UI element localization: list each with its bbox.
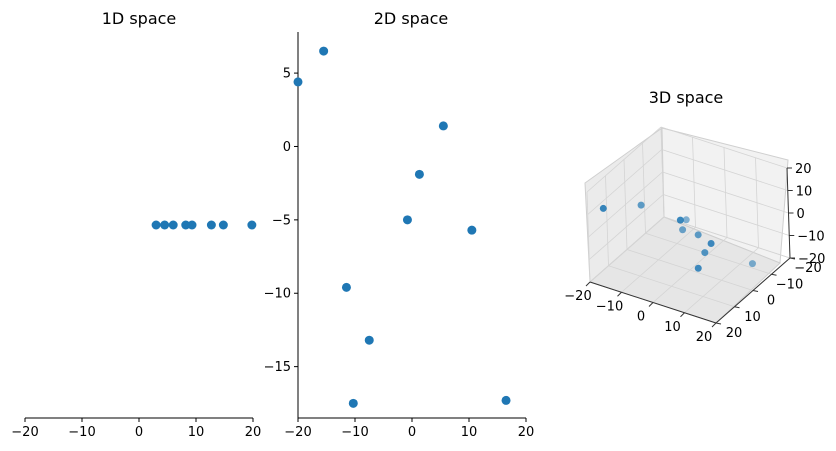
chart-3d-y-tick-mark — [771, 273, 777, 276]
chart-2d-points — [293, 46, 511, 408]
chart-3d-gridline — [586, 191, 591, 283]
chart-2d-x-tick-label: 0 — [408, 425, 416, 440]
chart-3d-y-tick-label: 20 — [726, 326, 743, 341]
chart-3d-y-tick-mark — [715, 322, 722, 325]
chart-3d-points — [599, 201, 756, 272]
chart-3d-gridline — [755, 157, 759, 248]
chart-2d-y-ticks: 5 0 −5 −10 −15 — [264, 67, 298, 375]
chart-2d-y-tick-label: −5 — [272, 213, 291, 228]
chart-2d-y-tick-label: 5 — [283, 67, 291, 82]
chart-2d-point — [319, 46, 329, 56]
chart-3d-x-tick-mark — [711, 322, 717, 328]
chart-1d-x-tick-label: 10 — [188, 425, 205, 440]
chart-3d-x-tick-mark — [585, 281, 591, 287]
chart-2d-x-tick-label: 20 — [518, 425, 535, 440]
chart-3d-y-tick-label: 10 — [744, 310, 761, 325]
chart-2d-y-tick-label: 0 — [283, 140, 291, 155]
chart-3d-x-tick-mark — [648, 302, 654, 307]
chart-2d-point — [467, 225, 477, 235]
chart-2d-x-tick-label: 10 — [461, 425, 478, 440]
chart-2d-x-tick-label: −20 — [284, 425, 311, 440]
chart-1d-point — [187, 220, 197, 230]
chart-3d-x-tick-mark — [680, 312, 685, 318]
chart-3d: 3D space −20−1001020−20−1001020−20−10010… — [564, 88, 825, 345]
chart-2d: 2D space −20 −10 0 10 20 5 0 −5 −10 −15 — [264, 9, 535, 440]
chart-2d-point — [348, 398, 358, 408]
chart-3d-z-tick-label: −20 — [798, 252, 825, 267]
chart-1d-point — [151, 220, 161, 230]
chart-3d-x-tick-label: −20 — [564, 289, 591, 304]
chart-3d-title: 3D space — [649, 88, 724, 107]
chart-1d-points — [151, 220, 257, 230]
chart-2d-point — [414, 169, 424, 179]
chart-3d-point — [679, 226, 687, 234]
chart-3d-x-tick-label: 20 — [696, 330, 713, 345]
chart-1d-point — [168, 220, 178, 230]
chart-2d-x-tick-label: −10 — [341, 425, 368, 440]
chart-3d-gridline — [662, 171, 789, 214]
chart-2d-y-tick-label: −15 — [264, 360, 291, 375]
chart-3d-y-tick-mark — [752, 290, 759, 292]
chart-1d-point — [218, 220, 228, 230]
chart-2d-point — [364, 335, 374, 345]
chart-3d-z-tick-label: 10 — [796, 185, 813, 200]
chart-3d-point — [707, 240, 715, 247]
chart-3d-gridline — [660, 126, 788, 169]
chart-2d-x-ticks: −20 −10 0 10 20 — [284, 418, 534, 440]
chart-3d-gridline — [605, 175, 609, 266]
chart-2d-point — [341, 282, 351, 292]
chart-2d-point — [438, 121, 448, 131]
chart-3d-y-tick-label: −20 — [794, 261, 821, 276]
chart-2d-point — [293, 77, 303, 87]
chart-3d-point — [682, 216, 690, 224]
chart-1d-point — [160, 220, 170, 230]
chart-1d-title: 1D space — [102, 9, 177, 28]
chart-3d-x-tick-label: 0 — [637, 310, 645, 325]
chart-1d-point — [181, 220, 191, 230]
chart-3d-gridline — [684, 247, 759, 314]
chart-3d-point — [748, 260, 756, 268]
chart-1d-x-tick-label: −20 — [11, 425, 38, 440]
chart-3d-point — [701, 249, 709, 257]
chart-1d-point — [206, 220, 216, 230]
chart-3d-y-tick-label: 0 — [767, 294, 775, 309]
chart-3d-gridline — [588, 171, 663, 238]
chart-2d-y-tick-label: −10 — [264, 287, 291, 302]
chart-2d-point — [501, 395, 511, 405]
chart-3d-gridline — [626, 249, 754, 291]
chart-3d-z-tick-label: −10 — [797, 230, 824, 245]
chart-3d-x-tick-label: −10 — [596, 299, 623, 314]
chart-1d-x-tick-label: −10 — [68, 425, 95, 440]
chart-3d-gridline — [608, 265, 735, 308]
chart-3d-gridline — [586, 126, 662, 193]
chart-3d-x-tick-label: 10 — [664, 320, 681, 335]
chart-2d-point — [402, 215, 412, 225]
chart-1d-x-tick-label: 20 — [245, 425, 262, 440]
chart-3d-point — [694, 231, 702, 239]
chart-3d-point — [599, 204, 607, 212]
chart-1d: 1D space −20 −10 0 10 20 — [11, 9, 261, 440]
chart-1d-x-tick-label: 0 — [135, 425, 143, 440]
chart-2d-title: 2D space — [374, 9, 449, 28]
chart-1d-x-ticks: −20 −10 0 10 20 — [11, 418, 261, 440]
chart-3d-gridline — [661, 149, 788, 191]
chart-3d-gridline — [587, 149, 663, 215]
chart-3d-z-tick-label: 20 — [795, 162, 812, 177]
chart-3d-point — [637, 201, 645, 209]
chart-3d-point — [676, 216, 684, 224]
chart-3d-y-tick-label: −10 — [776, 277, 803, 292]
chart-3d-z-tick-label: 0 — [797, 207, 805, 222]
chart-3d-y-tick-mark — [734, 306, 740, 309]
chart-1d-point — [247, 220, 257, 230]
chart-3d-point — [694, 264, 702, 272]
chart-3d-x-tick-mark — [617, 291, 622, 297]
